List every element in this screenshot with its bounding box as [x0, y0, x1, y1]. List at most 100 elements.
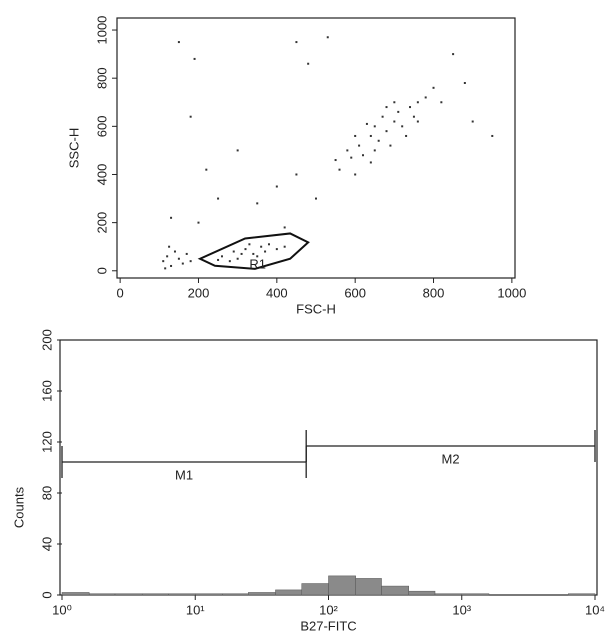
histogram-bar [568, 593, 596, 596]
y-axis-label: Counts [11, 486, 26, 528]
event-dot [244, 248, 247, 251]
y-tick-label: 160 [39, 380, 54, 402]
event-dot [401, 125, 404, 128]
event-dot [267, 243, 270, 246]
event-dot [369, 161, 372, 164]
event-dot [373, 125, 376, 128]
event-dot [354, 173, 357, 176]
histogram-bar [195, 593, 223, 596]
histogram-bar [301, 583, 329, 596]
event-dot [181, 262, 184, 265]
event-dot [256, 202, 259, 205]
histogram-bar [381, 585, 409, 596]
event-dot [189, 115, 192, 118]
histogram-bar [222, 593, 249, 596]
histogram-bar [88, 593, 116, 596]
event-dot [397, 110, 400, 113]
histogram-bar [434, 593, 462, 596]
event-dot [440, 101, 443, 104]
event-dot [315, 197, 317, 200]
event-dot [162, 260, 165, 263]
event-dot [217, 258, 220, 261]
event-dot [393, 101, 396, 104]
marker-label: M1 [175, 467, 193, 482]
y-tick-label: 400 [94, 164, 109, 186]
event-dot [220, 255, 223, 258]
event-dot [350, 156, 353, 159]
event-dot [170, 264, 173, 267]
event-dot [248, 243, 251, 246]
x-tick-label: 600 [344, 285, 366, 300]
event-dot [236, 257, 239, 260]
y-tick-label: 80 [39, 486, 54, 500]
event-dot [409, 106, 412, 109]
event-dot [168, 245, 171, 248]
event-dot [471, 120, 474, 123]
event-dot [381, 115, 384, 118]
y-tick-label: 120 [39, 431, 54, 453]
x-tick-label: 10¹ [186, 602, 205, 617]
event-dot [275, 248, 278, 251]
event-dot [365, 122, 368, 125]
event-dot [373, 149, 376, 152]
x-tick-label: 400 [266, 285, 288, 300]
marker-label: M2 [442, 451, 460, 466]
event-dot [189, 260, 192, 263]
event-dot [326, 36, 329, 39]
plot-frame [116, 17, 516, 279]
event-dot [236, 149, 239, 152]
gate-label: R1 [249, 256, 266, 271]
event-dot [346, 149, 349, 152]
event-dot [385, 130, 388, 133]
event-dot [377, 139, 380, 142]
event-dot [295, 173, 298, 176]
event-dot [389, 144, 392, 147]
event-dot [177, 41, 180, 44]
event-dot [432, 86, 435, 89]
event-dot [232, 250, 235, 253]
event-dot [283, 245, 286, 248]
y-tick-label: 0 [94, 267, 109, 274]
histogram-bar [328, 575, 356, 596]
event-dot [307, 62, 310, 65]
histogram-bar [461, 593, 490, 596]
y-tick-label: 800 [94, 67, 109, 89]
event-dot [369, 134, 372, 137]
histogram-bar [141, 593, 169, 596]
x-tick-label: 10⁴ [585, 602, 605, 617]
x-tick-label: 0 [117, 285, 124, 300]
x-axis-label: FSC-H [296, 301, 336, 316]
y-tick-label: 1000 [94, 16, 109, 45]
histogram-bar [61, 592, 90, 596]
event-dot [452, 53, 455, 56]
event-dot [338, 168, 341, 171]
event-dot [264, 250, 267, 253]
y-tick-label: 200 [94, 212, 109, 234]
y-axis-label: SSC-H [66, 128, 81, 168]
event-dot [283, 226, 286, 229]
event-dot [164, 267, 167, 270]
histogram-bar [168, 593, 196, 596]
event-dot [362, 154, 365, 157]
event-dot [173, 250, 176, 253]
event-dot [205, 168, 208, 171]
histogram-bar [248, 592, 276, 596]
x-tick-label: 1000 [497, 285, 526, 300]
event-dot [354, 134, 357, 137]
x-tick-label: 10⁰ [52, 602, 72, 617]
histogram-bar [114, 593, 143, 596]
plot-frame [59, 339, 598, 596]
x-tick-label: 800 [423, 285, 445, 300]
event-dot [424, 96, 427, 99]
y-tick-label: 200 [39, 329, 54, 351]
event-dot [185, 252, 188, 255]
event-dot [334, 159, 337, 162]
x-tick-label: 10² [319, 602, 338, 617]
histogram-bar [275, 589, 303, 596]
event-dot [491, 134, 494, 137]
event-dot [197, 221, 200, 224]
y-tick-label: 600 [94, 115, 109, 137]
event-dot [275, 185, 278, 188]
